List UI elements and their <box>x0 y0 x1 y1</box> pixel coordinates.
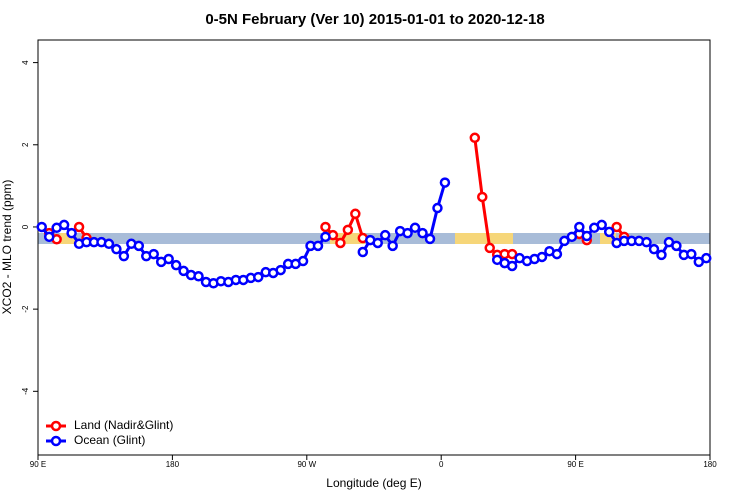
data-point <box>118 250 130 262</box>
x-tick-label: 180 <box>703 460 717 469</box>
data-point <box>170 259 182 271</box>
x-axis-label: Longitude (deg E) <box>326 476 421 490</box>
data-point <box>58 219 70 231</box>
data-point <box>350 208 361 220</box>
data-point <box>372 237 383 249</box>
data-point <box>402 227 413 239</box>
data-point <box>424 233 436 245</box>
land-band <box>60 233 76 244</box>
data-point <box>506 248 518 260</box>
x-tick-label: 90 W <box>297 460 316 469</box>
legend-label: Land (Nadir&Glint) <box>74 418 173 432</box>
data-point <box>432 202 443 214</box>
y-axis-label: XCO2 - MLO trend (ppm) <box>0 180 14 315</box>
data-point <box>320 221 331 233</box>
data-point <box>103 238 115 250</box>
data-point <box>439 177 451 188</box>
data-point <box>342 224 354 236</box>
data-point <box>357 246 369 258</box>
chart-title: 0-5N February (Ver 10) 2015-01-01 to 202… <box>205 11 544 28</box>
data-point <box>701 252 712 264</box>
data-point <box>111 243 122 255</box>
data-point <box>559 235 570 247</box>
y-tick-label: -2 <box>21 305 30 313</box>
data-point <box>656 249 667 261</box>
plot-frame <box>37 39 711 456</box>
y-tick-label: -4 <box>21 387 30 395</box>
land-band <box>455 233 513 244</box>
data-point <box>603 226 615 238</box>
data-point <box>320 231 331 243</box>
x-tick-label: 90 E <box>30 460 46 469</box>
data-point <box>551 248 563 260</box>
x-tick-label: 180 <box>166 460 180 469</box>
legend-label: Ocean (Glint) <box>74 433 145 447</box>
y-tick-label: 0 <box>21 224 30 229</box>
data-point <box>193 271 204 282</box>
data-point <box>297 255 309 267</box>
data-point <box>66 227 77 239</box>
data-point <box>253 271 264 283</box>
data-point <box>648 243 660 255</box>
data-point <box>641 236 652 248</box>
data-point <box>671 240 682 252</box>
data-point <box>148 248 159 260</box>
data-point <box>566 231 578 243</box>
legend-marker <box>50 435 62 447</box>
data-point <box>36 221 47 233</box>
x-tick-label: 90 E <box>567 460 583 469</box>
data-point <box>596 219 607 231</box>
data-point <box>387 240 398 252</box>
y-tick-label: 4 <box>21 60 30 65</box>
data-point <box>611 221 622 233</box>
land-band <box>330 233 365 244</box>
data-point <box>275 264 286 276</box>
data-point <box>469 132 481 144</box>
data-point <box>417 227 428 239</box>
data-point <box>379 229 391 241</box>
data-point <box>163 253 174 265</box>
data-point <box>312 240 324 252</box>
data-point <box>536 251 548 263</box>
data-point <box>484 242 495 254</box>
data-point <box>581 230 593 242</box>
legend-marker <box>50 420 62 432</box>
data-point <box>133 240 145 252</box>
y-tick-label: 2 <box>21 142 30 147</box>
data-point <box>335 237 346 249</box>
x-tick-label: 0 <box>439 460 444 469</box>
data-point <box>178 265 189 277</box>
data-point <box>43 231 55 243</box>
data-point <box>686 248 697 260</box>
land-band <box>600 233 616 244</box>
data-point <box>409 222 421 234</box>
data-point <box>477 191 488 203</box>
data-point <box>73 221 85 233</box>
data-point <box>574 221 585 233</box>
data-point <box>506 260 518 272</box>
